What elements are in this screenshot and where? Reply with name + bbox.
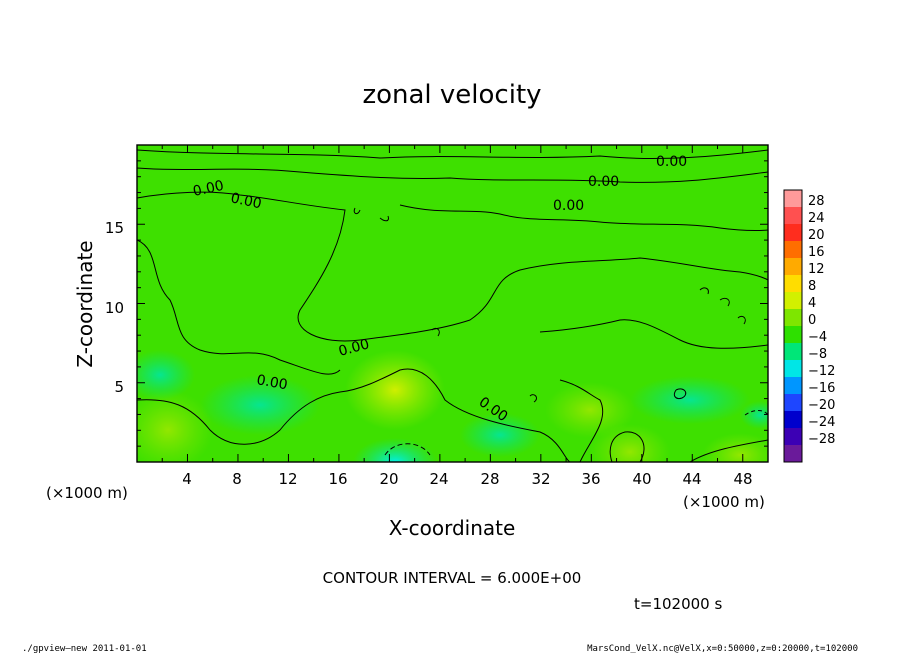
colorbar-cell: [784, 343, 802, 361]
colorbar-label: −24: [808, 415, 835, 430]
x-tick-label: 48: [733, 470, 752, 488]
colorbar-cell: [784, 207, 802, 225]
colorbar-cell: [784, 326, 802, 344]
x-tick-label: 40: [632, 470, 651, 488]
x-tick-label: 8: [232, 470, 242, 488]
contour-interval-text: CONTOUR INTERVAL = 6.000E+00: [323, 569, 582, 587]
contour-label: 0.00: [337, 336, 371, 360]
time-label: t=102000 s: [634, 595, 722, 613]
contour-label: 0.00: [656, 154, 687, 170]
x-tick-labels: 4 8 12 16 20 24 28 32 36 40 44 48: [182, 470, 752, 488]
colorbar-cell: [784, 309, 802, 327]
colorbar-label: 24: [808, 211, 825, 226]
velocity-field: [137, 145, 768, 462]
contour-label: 0.00: [192, 178, 226, 200]
colorbar-label: 0: [808, 313, 816, 328]
colorbar-cell: [784, 360, 802, 378]
colorbar-label: −4: [808, 330, 827, 345]
colorbar-label: −28: [808, 432, 835, 447]
y-tick-labels: 5 10 15: [105, 219, 124, 396]
colorbar-cell: [784, 241, 802, 259]
y-tick-label: 5: [114, 378, 124, 396]
colorbar-label: −20: [808, 398, 835, 413]
colorbar-label: 28: [808, 194, 825, 209]
y-tick-label: 10: [105, 299, 124, 317]
colorbar-cell: [784, 445, 802, 463]
chart-title: zonal velocity: [362, 80, 541, 110]
x-tick-label: 4: [182, 470, 192, 488]
contour-lines: [137, 149, 768, 462]
x-tick-label: 28: [480, 470, 499, 488]
colorbar: [784, 190, 802, 463]
contour-label: 0.00: [255, 372, 288, 393]
footer-right: MarsCond_VelX.nc@VelX,x=0:50000,z=0:2000…: [587, 644, 858, 654]
colorbar-label: −16: [808, 381, 835, 396]
contour-label: 0.00: [553, 198, 584, 214]
colorbar-label: 12: [808, 262, 825, 277]
x-unit-label: (×1000 m): [683, 493, 765, 511]
x-tick-label: 24: [429, 470, 448, 488]
y-unit-label: (×1000 m): [46, 484, 128, 502]
colorbar-label: 16: [808, 245, 825, 260]
colorbar-cell: [784, 190, 802, 208]
colorbar-cell: [784, 411, 802, 429]
x-tick-label: 32: [531, 470, 550, 488]
x-axis-label: X-coordinate: [389, 516, 516, 540]
contour-label: 0.00: [588, 174, 619, 190]
colorbar-cell: [784, 394, 802, 412]
x-tick-label: 16: [328, 470, 347, 488]
x-tick-label: 12: [278, 470, 297, 488]
colorbar-label: 20: [808, 228, 825, 243]
y-axis-label: Z-coordinate: [73, 240, 97, 367]
x-tick-marks: [161, 145, 744, 462]
colorbar-label: −12: [808, 364, 835, 379]
y-tick-marks: [137, 160, 768, 447]
x-tick-label: 20: [379, 470, 398, 488]
colorbar-label: 8: [808, 279, 816, 294]
contour-labels: 0.00 0.00 0.00 0.00 0.00 0.00 0.00 0.00: [192, 154, 688, 425]
x-tick-label: 44: [682, 470, 701, 488]
colorbar-cell: [784, 224, 802, 242]
colorbar-cell: [784, 258, 802, 276]
colorbar-cell: [784, 377, 802, 395]
contour-label: 0.00: [229, 190, 263, 212]
colorbar-label: 4: [808, 296, 816, 311]
colorbar-cell: [784, 275, 802, 293]
colorbar-labels: 28 24 20 16 12 8 4 0 −4 −8 −12 −16 −20 −…: [808, 194, 835, 447]
colorbar-label: −8: [808, 347, 827, 362]
y-tick-label: 15: [105, 219, 124, 237]
colorbar-cell: [784, 292, 802, 310]
footer-left: ./gpview—new 2011-01-01: [22, 644, 147, 654]
colorbar-frame: [783, 189, 803, 463]
x-tick-label: 36: [581, 470, 600, 488]
colorbar-cell: [784, 428, 802, 446]
